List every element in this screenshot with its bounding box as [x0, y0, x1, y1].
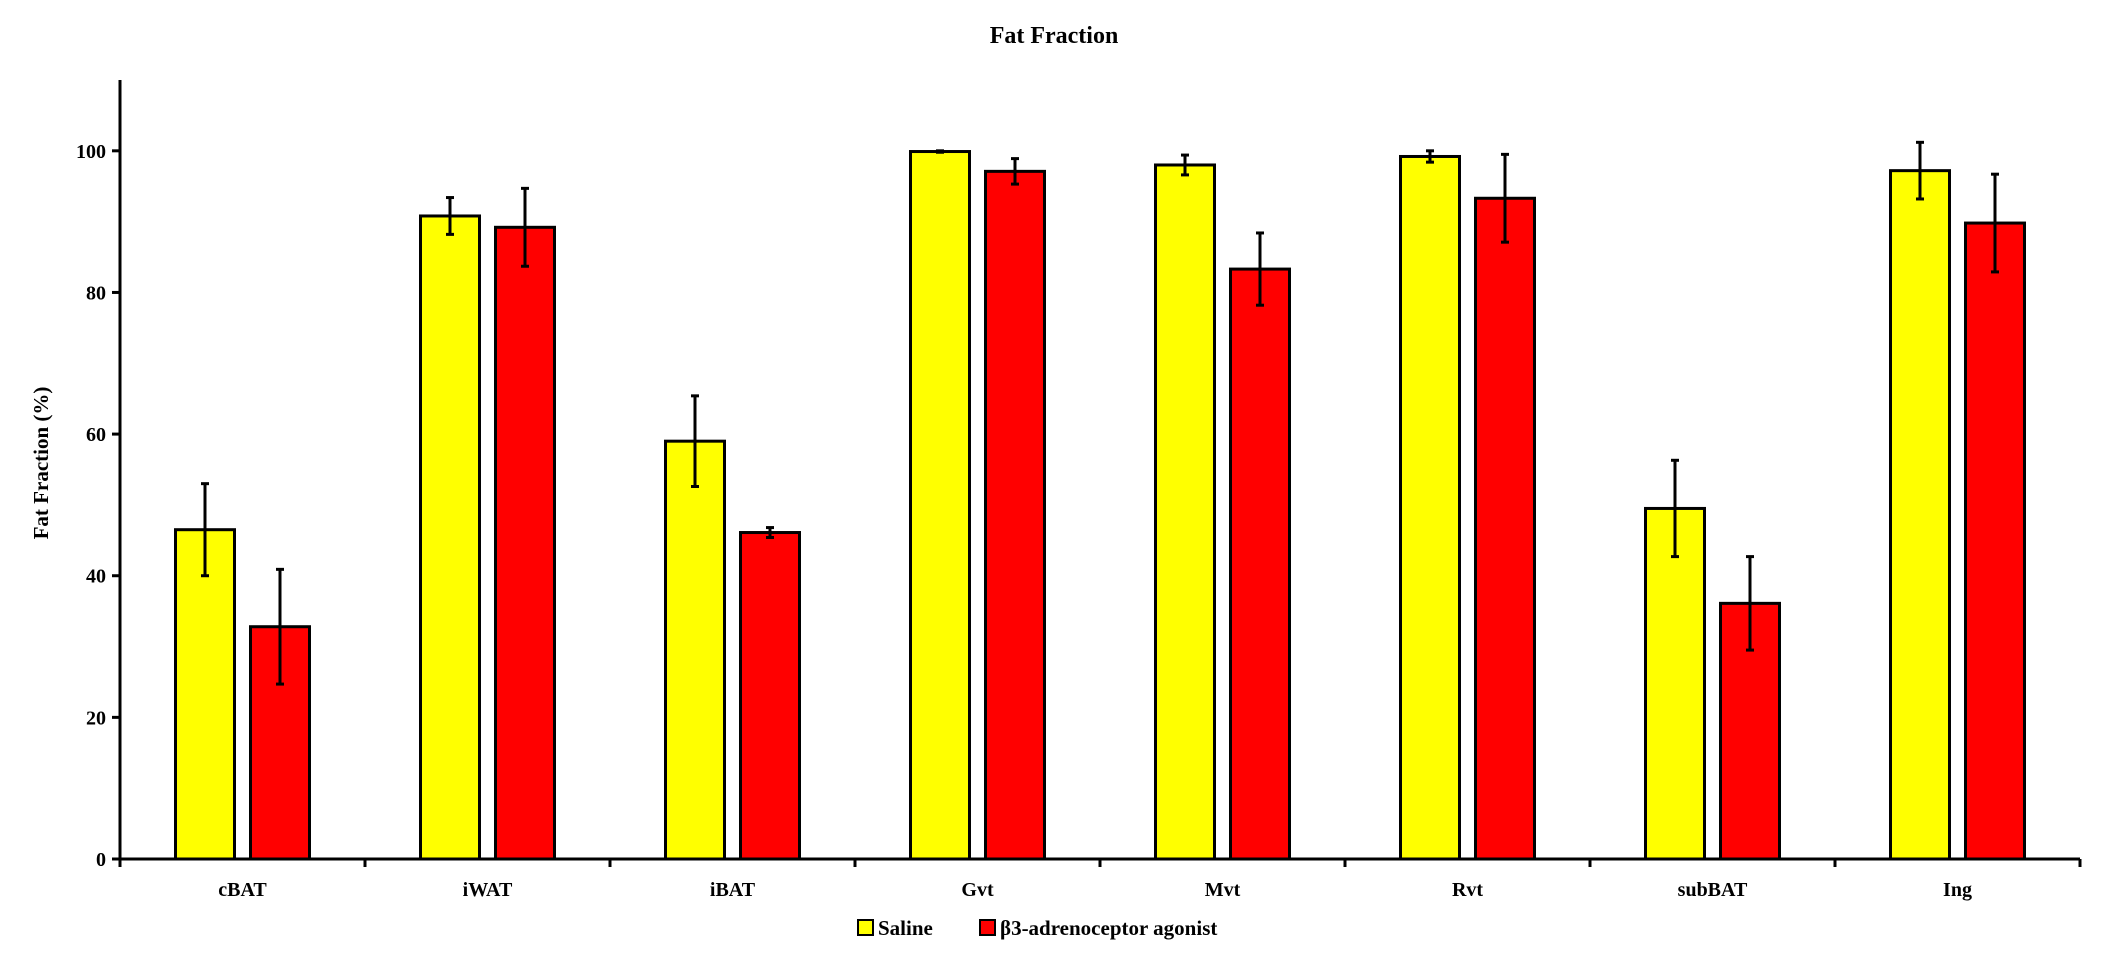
legend-label-saline: Saline — [878, 916, 933, 940]
x-tick-label: subBAT — [1678, 879, 1748, 901]
bar-saline — [1644, 506, 1706, 861]
legend: Saline β3-adrenoceptor agonist — [857, 916, 1217, 940]
plot-area: 0 20 40 60 80 100 cBAT iWAT iBAT Gvt Mvt Rvt subBAT I… — [76, 80, 2082, 901]
bar-agonist — [1229, 267, 1291, 861]
legend-swatch-saline — [857, 919, 874, 936]
bar-saline — [664, 439, 726, 861]
y-tick-label: 0 — [96, 849, 106, 871]
y-tick-label: 20 — [86, 707, 106, 729]
y-tick-label: 60 — [86, 424, 106, 446]
legend-swatch-agonist — [979, 919, 996, 936]
chart-title: Fat Fraction — [990, 23, 1119, 49]
bar-saline — [419, 214, 481, 861]
y-tick-label: 40 — [86, 566, 106, 588]
legend-label-agonist: β3-adrenoceptor agonist — [1000, 916, 1217, 940]
bar-saline — [909, 150, 971, 861]
bar-agonist — [1474, 196, 1536, 861]
bar-agonist — [494, 225, 556, 861]
bar-agonist — [1964, 221, 2026, 861]
y-tick-label: 100 — [76, 141, 106, 163]
x-tick-label: iWAT — [463, 879, 513, 901]
x-tick-label: Gvt — [961, 879, 994, 901]
bar-saline — [174, 528, 236, 861]
y-tick-label: 80 — [86, 282, 106, 304]
x-tick-label: cBAT — [218, 879, 267, 901]
x-tick-label: Mvt — [1205, 879, 1241, 901]
x-tick-label: Rvt — [1452, 879, 1483, 901]
y-axis-label: Fat Fraction (%) — [29, 387, 53, 540]
x-tick-label: Ing — [1943, 879, 1972, 901]
bar-saline — [1399, 154, 1461, 861]
bar-agonist — [984, 169, 1046, 861]
bar-agonist — [739, 531, 801, 861]
bar-saline — [1154, 163, 1216, 861]
bar-saline — [1889, 169, 1951, 861]
x-tick-label: iBAT — [710, 879, 756, 901]
